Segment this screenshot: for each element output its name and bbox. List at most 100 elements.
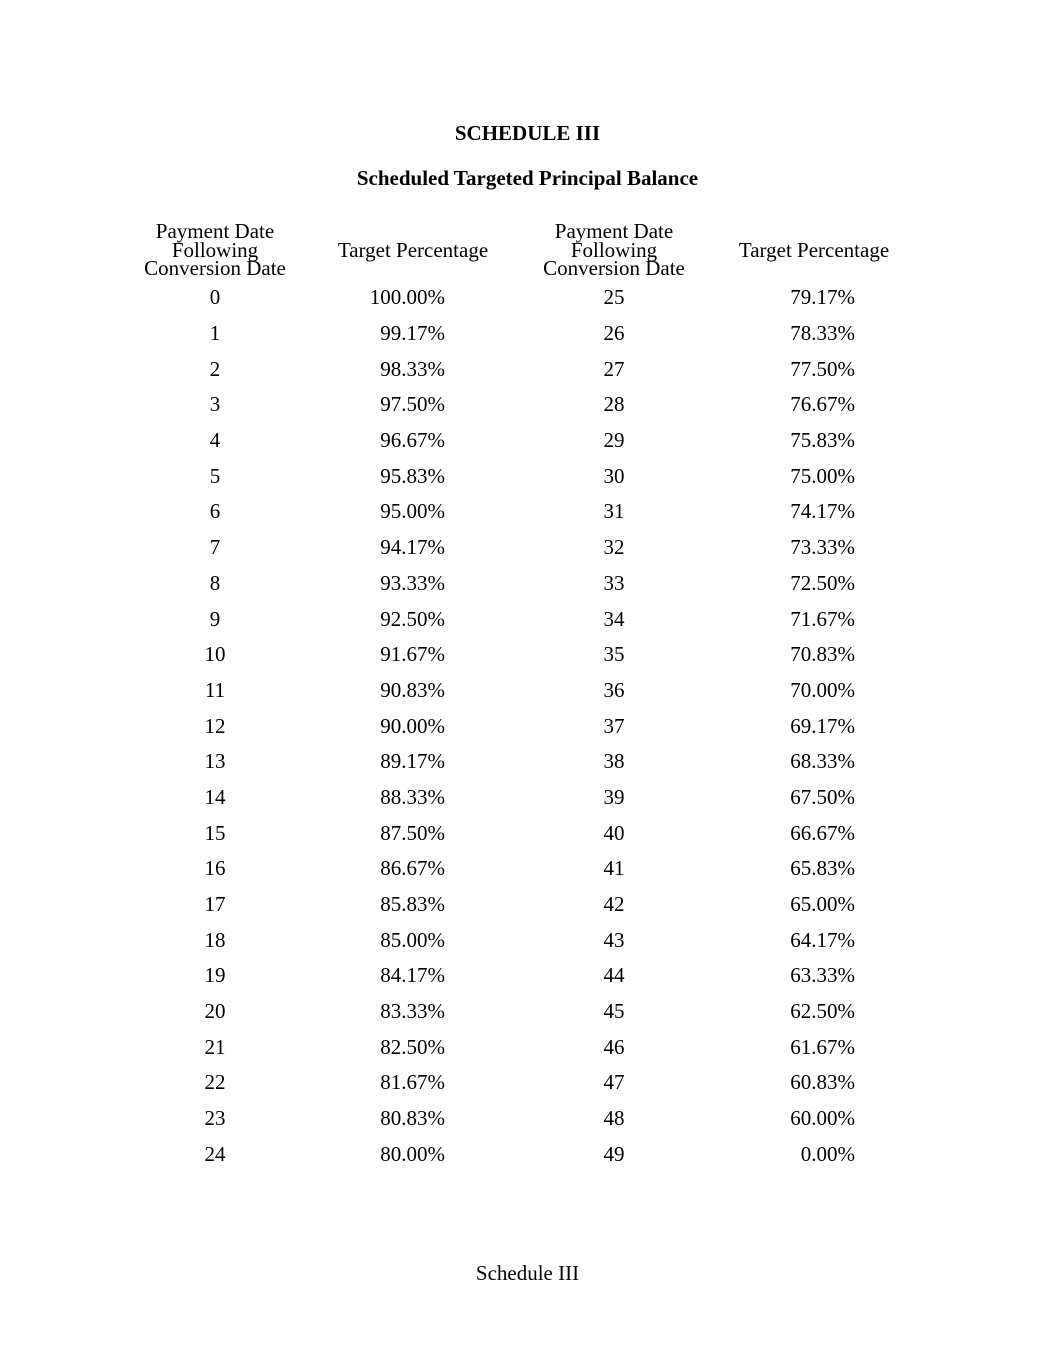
- target-pct-right-cell: 78.33%: [790, 321, 855, 346]
- page-subtitle: Scheduled Targeted Principal Balance: [356, 166, 699, 190]
- target-pct-left-cell: 93.33%: [380, 570, 445, 595]
- table-row: 3 97.50% 28 76.67%: [140, 387, 900, 423]
- table-row: 9 92.50% 34 71.67%: [140, 601, 900, 637]
- table-row: 7 94.17% 32 73.33%: [140, 530, 900, 566]
- target-pct-left-cell: 89.17%: [380, 749, 445, 774]
- payment-date-right-cell: 49: [603, 1141, 625, 1166]
- payment-date-right-cell: 31: [603, 499, 625, 524]
- table-row: 8 93.33% 33 72.50%: [140, 566, 900, 602]
- target-pct-right-cell: 61.67%: [790, 1034, 855, 1059]
- header-line: Following: [171, 237, 259, 262]
- payment-date-left-cell: 4: [209, 428, 221, 453]
- target-pct-left-cell: 86.67%: [380, 856, 445, 881]
- payment-date-left-cell: 13: [204, 749, 226, 774]
- payment-date-right-cell: 36: [603, 677, 625, 702]
- target-pct-right-cell: 79.17%: [790, 285, 855, 310]
- table-row: 5 95.83% 30 75.00%: [140, 458, 900, 494]
- payment-date-right-cell: 39: [603, 784, 625, 809]
- target-pct-right-cell: 69.17%: [790, 713, 855, 738]
- payment-date-left-cell: 12: [204, 713, 226, 738]
- payment-date-right-cell: 25: [603, 285, 625, 310]
- payment-date-right-cell: 43: [603, 927, 625, 952]
- payment-date-left-cell: 24: [204, 1141, 226, 1166]
- payment-date-left-cell: 6: [209, 499, 221, 524]
- table-row: 14 88.33% 39 67.50%: [140, 780, 900, 816]
- table-row: 18 85.00% 43 64.17%: [140, 922, 900, 958]
- payment-date-right-cell: 32: [603, 535, 625, 560]
- column-header-target-percentage-right: Target Percentage: [738, 237, 890, 262]
- target-pct-left-cell: 90.00%: [380, 713, 445, 738]
- target-pct-left-cell: 90.83%: [380, 677, 445, 702]
- target-pct-left-cell: 92.50%: [380, 606, 445, 631]
- payment-date-right-cell: 45: [603, 999, 625, 1024]
- payment-date-left-cell: 22: [204, 1070, 226, 1095]
- table-row: 12 90.00% 37 69.17%: [140, 708, 900, 744]
- target-pct-right-cell: 64.17%: [790, 927, 855, 952]
- target-pct-left-cell: 85.00%: [380, 927, 445, 952]
- table-row: 23 80.83% 48 60.00%: [140, 1101, 900, 1137]
- payment-date-left-cell: 10: [204, 642, 226, 667]
- payment-date-right-cell: 40: [603, 820, 625, 845]
- payment-date-left-cell: 1: [209, 321, 221, 346]
- payment-date-left-cell: 23: [204, 1106, 226, 1131]
- table-row: 11 90.83% 36 70.00%: [140, 673, 900, 709]
- target-pct-left-cell: 83.33%: [380, 999, 445, 1024]
- table-row: 13 89.17% 38 68.33%: [140, 744, 900, 780]
- target-pct-left-cell: 80.83%: [380, 1106, 445, 1131]
- payment-date-right-cell: 29: [603, 428, 625, 453]
- payment-date-left-cell: 11: [204, 677, 226, 702]
- header-line: Payment Date: [155, 219, 275, 244]
- table-row: 4 96.67% 29 75.83%: [140, 423, 900, 459]
- payment-date-right-cell: 27: [603, 356, 625, 381]
- schedule-table-body: 0 100.00% 25 79.17% 1 99.17% 26 78.33% 2 98.33% 27…: [140, 280, 900, 1172]
- column-header-payment-date-right: Payment Date Following Conversion Date: [500, 220, 728, 280]
- payment-date-left-cell: 17: [204, 892, 226, 917]
- payment-date-left-cell: 7: [209, 535, 221, 560]
- payment-date-left-cell: 15: [204, 820, 226, 845]
- target-pct-left-cell: 88.33%: [380, 784, 445, 809]
- table-row: 15 87.50% 40 66.67%: [140, 815, 900, 851]
- target-pct-right-cell: 74.17%: [790, 499, 855, 524]
- target-pct-right-cell: 75.83%: [790, 428, 855, 453]
- target-pct-right-cell: 73.33%: [790, 535, 855, 560]
- header-line: Conversion Date: [144, 256, 286, 281]
- payment-date-left-cell: 18: [204, 927, 226, 952]
- table-row: 1 99.17% 26 78.33%: [140, 316, 900, 352]
- payment-date-right-cell: 37: [603, 713, 625, 738]
- table-row: 10 91.67% 35 70.83%: [140, 637, 900, 673]
- target-pct-right-cell: 62.50%: [790, 999, 855, 1024]
- table-row: 22 81.67% 47 60.83%: [140, 1065, 900, 1101]
- target-pct-left-cell: 95.00%: [380, 499, 445, 524]
- target-pct-right-cell: 71.67%: [790, 606, 855, 631]
- table-row: 6 95.00% 31 74.17%: [140, 494, 900, 530]
- target-pct-left-cell: 81.67%: [380, 1070, 445, 1095]
- page-footer: Schedule III: [475, 1261, 580, 1285]
- payment-date-right-cell: 33: [603, 570, 625, 595]
- target-pct-left-cell: 96.67%: [380, 428, 445, 453]
- target-pct-right-cell: 76.67%: [790, 392, 855, 417]
- column-header-target-percentage-left: Target Percentage: [337, 237, 489, 262]
- table-row: 19 84.17% 44 63.33%: [140, 958, 900, 994]
- payment-date-left-cell: 8: [209, 570, 221, 595]
- target-pct-right-cell: 60.83%: [790, 1070, 855, 1095]
- schedule-table: Payment Date Following Conversion Date T…: [140, 220, 900, 1172]
- table-row: 0 100.00% 25 79.17%: [140, 280, 900, 316]
- target-pct-left-cell: 84.17%: [380, 963, 445, 988]
- payment-date-right-cell: 44: [603, 963, 625, 988]
- target-pct-left-cell: 87.50%: [380, 820, 445, 845]
- table-row: 2 98.33% 27 77.50%: [140, 351, 900, 387]
- payment-date-left-cell: 9: [209, 606, 221, 631]
- payment-date-left-cell: 0: [209, 285, 221, 310]
- payment-date-right-cell: 26: [603, 321, 625, 346]
- target-pct-left-cell: 80.00%: [380, 1141, 445, 1166]
- table-row: 21 82.50% 46 61.67%: [140, 1029, 900, 1065]
- target-pct-left-cell: 99.17%: [380, 321, 445, 346]
- payment-date-right-cell: 47: [603, 1070, 625, 1095]
- target-pct-left-cell: 94.17%: [380, 535, 445, 560]
- payment-date-right-cell: 35: [603, 642, 625, 667]
- target-pct-right-cell: 68.33%: [790, 749, 855, 774]
- payment-date-left-cell: 5: [209, 463, 221, 488]
- payment-date-right-cell: 41: [603, 856, 625, 881]
- header-line: Following: [570, 237, 658, 262]
- target-pct-right-cell: 66.67%: [790, 820, 855, 845]
